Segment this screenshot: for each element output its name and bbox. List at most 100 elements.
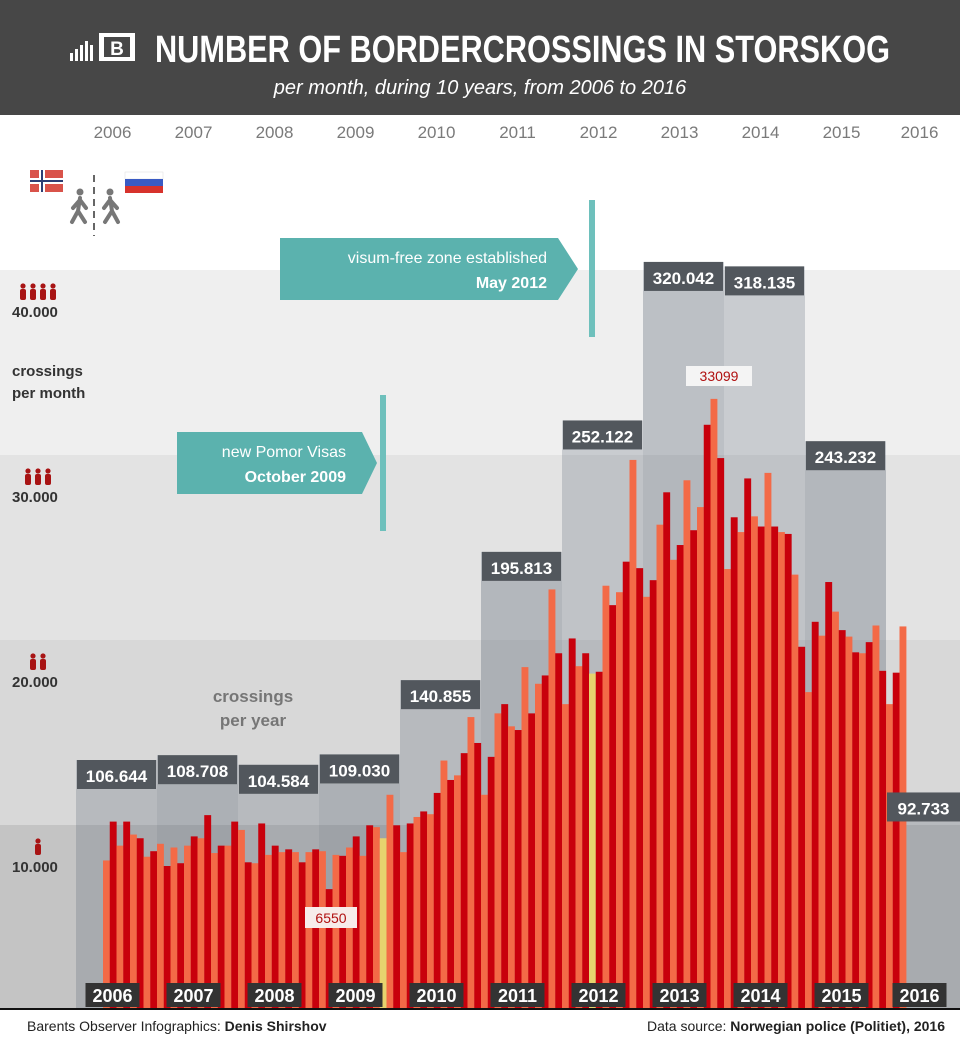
month-bar — [879, 670, 887, 1008]
page-title: NUMBER OF BORDERCROSSINGS IN STORSKOG — [155, 29, 890, 71]
month-bar — [609, 605, 617, 1008]
month-bar — [224, 845, 232, 1008]
yearly-total-box — [239, 764, 318, 794]
month-bar — [271, 845, 279, 1008]
month-bar — [656, 524, 664, 1008]
yearly-total-label: 106.644 — [86, 767, 148, 786]
month-bar — [420, 811, 428, 1008]
month-bar — [440, 760, 448, 1008]
month-bar — [798, 646, 806, 1008]
month-bar — [508, 726, 515, 1008]
yearly-total-box — [77, 760, 156, 789]
top-year-label: 2016 — [901, 123, 939, 142]
page-subtitle: per month, during 10 years, from 2006 to… — [273, 77, 687, 99]
bottom-year-box — [166, 983, 221, 1007]
bottom-year-box — [571, 983, 626, 1007]
yearly-axis-label-line2: per year — [220, 711, 287, 730]
month-bar — [811, 621, 819, 1008]
yearly-total-label: 109.030 — [329, 761, 390, 780]
top-year-label: 2006 — [94, 123, 132, 142]
bottom-year-label: 2006 — [92, 986, 132, 1006]
month-bar — [170, 847, 178, 1008]
month-bar — [467, 717, 475, 1008]
month-bar — [683, 480, 691, 1008]
yearly-total-label: 108.708 — [167, 762, 228, 781]
month-bar — [825, 582, 833, 1008]
month-bar — [460, 753, 468, 1008]
y-axis: 10.000 20.000 30.000 40.000 — [12, 283, 58, 876]
month-bar — [872, 625, 880, 1008]
bottom-year-label: 2009 — [335, 986, 375, 1006]
month-bar — [143, 856, 151, 1008]
monthly-axis-label-line2: per month — [12, 385, 85, 402]
monthly-bars — [103, 398, 907, 1008]
month-bar — [278, 852, 286, 1008]
yearly-total-label: 320.042 — [653, 269, 714, 288]
top-year-label: 2013 — [661, 123, 699, 142]
annotation-visa-free-line1: visum-free zone established — [348, 250, 547, 267]
month-bar — [555, 653, 563, 1008]
month-bar — [298, 862, 306, 1008]
month-bar — [589, 673, 596, 1008]
yearly-total-box — [806, 441, 885, 471]
month-bar — [717, 458, 725, 1008]
top-year-labels: 2006 2007 2008 2009 2010 2011 2012 2013 2014 2015… — [94, 123, 939, 142]
walking-person-icon — [70, 188, 120, 224]
bottom-year-label: 2014 — [740, 986, 780, 1006]
top-year-label: 2010 — [418, 123, 456, 142]
month-bar — [413, 816, 421, 1008]
bottom-year-box — [490, 983, 545, 1007]
month-bar — [643, 596, 650, 1008]
month-bar — [251, 863, 259, 1008]
month-bar — [514, 730, 522, 1008]
yearly-total-box — [482, 551, 561, 581]
month-bar — [123, 821, 131, 1008]
month-bar — [602, 585, 610, 1008]
yearly-total-label: 104.584 — [248, 772, 310, 791]
yearly-total-box — [644, 261, 723, 291]
bottom-year-label: 2011 — [498, 986, 537, 1006]
y-tick: 40.000 — [12, 283, 58, 321]
person-icon — [20, 283, 56, 300]
top-year-label: 2008 — [256, 123, 294, 142]
month-bar — [730, 517, 738, 1008]
month-bar — [582, 653, 590, 1008]
logo-bars-icon — [70, 41, 93, 61]
month-bar — [285, 849, 293, 1008]
month-bar — [217, 845, 225, 1008]
bottom-year-box — [892, 983, 947, 1007]
month-bar — [690, 530, 698, 1008]
month-bar — [757, 526, 765, 1008]
y-tick: 30.000 — [12, 468, 58, 506]
yearly-total-box — [725, 266, 804, 296]
month-bar — [865, 642, 873, 1008]
month-bar — [784, 533, 792, 1008]
yearly-total-label: 252.122 — [572, 427, 633, 446]
month-bar — [764, 472, 772, 1008]
bottom-year-box — [85, 983, 140, 1007]
month-bar — [454, 775, 461, 1008]
bottom-year-box — [328, 983, 383, 1007]
svg-text:33099: 33099 — [700, 368, 739, 384]
month-bar — [339, 855, 347, 1008]
month-bar — [433, 792, 441, 1008]
month-bar — [838, 630, 846, 1008]
credit-prefix: Barents Observer Infographics: — [27, 1018, 225, 1034]
annotation-visa-free-line2: May 2012 — [476, 275, 547, 292]
bottom-year-label: 2008 — [254, 986, 294, 1006]
svg-text:6550: 6550 — [315, 910, 346, 926]
month-bar — [805, 692, 812, 1008]
month-bar — [190, 836, 198, 1008]
month-bar — [204, 815, 212, 1008]
bottom-year-label: 2007 — [173, 986, 213, 1006]
month-bar — [636, 568, 644, 1008]
month-bar — [109, 821, 117, 1008]
month-bar — [703, 424, 711, 1008]
month-bar — [116, 845, 124, 1008]
bottom-year-label: 2013 — [659, 986, 699, 1006]
month-bar — [393, 825, 401, 1008]
month-bar — [737, 532, 745, 1008]
month-bar — [562, 704, 569, 1008]
min-value-label: 6550 — [305, 907, 357, 928]
month-bar — [494, 713, 502, 1008]
